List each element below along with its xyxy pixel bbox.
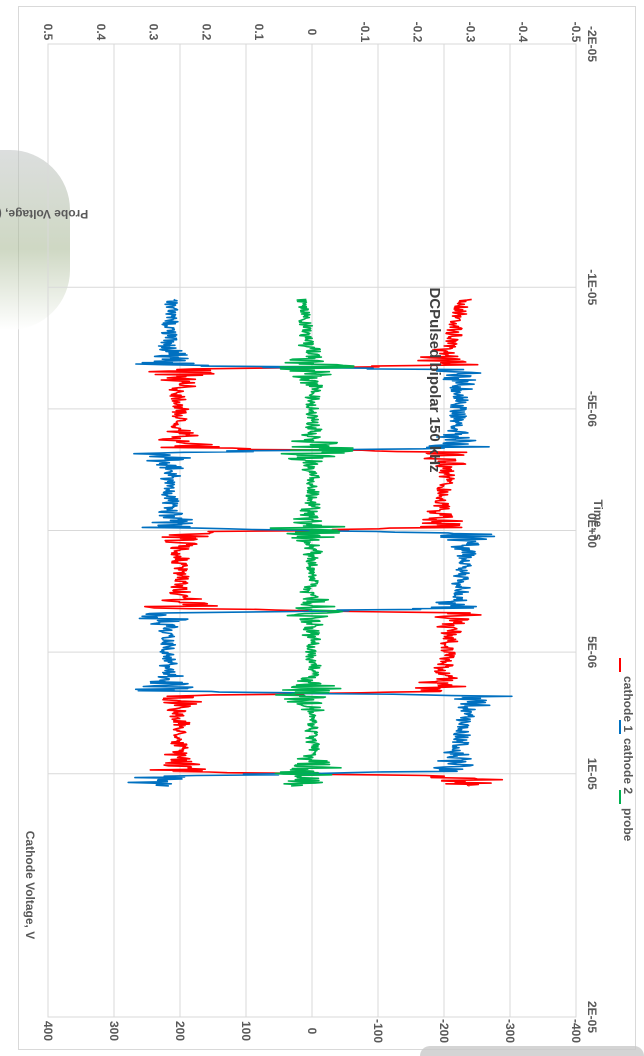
y2-tick-label: 0.4 [94, 24, 108, 41]
series-line-cathode-2 [127, 298, 513, 787]
x-tick-label: -1E-05 [585, 269, 599, 305]
legend-label: cathode 1 [621, 676, 635, 732]
y2-tick-label: 0 [305, 29, 319, 36]
background-decoration [0, 150, 70, 330]
x-tick-label: 0E+00 [585, 513, 599, 548]
y2-tick-label: -0.4 [516, 22, 530, 43]
y-tick-label: 0 [305, 1028, 319, 1035]
legend: cathode 1 cathode 2 probe [619, 658, 635, 842]
x-tick-label: 5E-06 [585, 636, 599, 668]
y2-tick-label: -0.5 [569, 22, 583, 43]
y-tick-label: 200 [173, 1021, 187, 1041]
y2-tick-label: 0.5 [41, 24, 55, 41]
y-tick-label: 100 [239, 1021, 253, 1041]
y-tick-label: -200 [437, 1019, 451, 1043]
y2-tick-label: 0.3 [147, 24, 161, 41]
series-lines [127, 298, 513, 787]
x-axis-label: Time, s [591, 499, 605, 540]
x-tick-labels: -2E-05 -1E-05 -5E-06 0E+00 5E-06 1E-05 2E-05 [585, 26, 599, 1033]
series-line-cathode-1 [144, 298, 504, 787]
y2-axis-label: Probe Voltage, (x100) V [0, 207, 88, 221]
x-tick-label: 1E-05 [585, 758, 599, 790]
y-axis-label: Cathode Voltage, V [23, 831, 37, 939]
y-tick-labels: 400 300 200 100 0 -100 -200 -300 -400 [41, 1019, 583, 1043]
x-tick-label: -5E-06 [585, 391, 599, 427]
x-tick-label: 2E-05 [585, 1001, 599, 1033]
y2-tick-labels: 0.5 0.4 0.3 0.2 0.1 0 -0.1 -0.2 -0.3 -0.4 -0.5 [41, 22, 583, 43]
y-tick-label: -100 [371, 1019, 385, 1043]
chart-title: DCPulsed bipolar 150 kHz [426, 287, 443, 472]
legend-label: cathode 2 [621, 738, 635, 794]
legend-label: probe [621, 808, 635, 842]
series-line-probe [269, 298, 355, 787]
y2-tick-label: 0.1 [252, 24, 266, 41]
y-tick-label: 300 [107, 1021, 121, 1041]
y-tick-label: 400 [41, 1021, 55, 1041]
background-decoration-bottom [420, 1046, 644, 1056]
y2-tick-label: -0.1 [358, 22, 372, 43]
y2-tick-label: -0.3 [463, 22, 477, 43]
plot-area [47, 43, 577, 1018]
x-tick-label: -2E-05 [585, 26, 599, 62]
y-tick-label: -300 [503, 1019, 517, 1043]
y2-tick-label: -0.2 [411, 22, 425, 43]
y-tick-label: -400 [569, 1019, 583, 1043]
y2-tick-label: 0.2 [199, 24, 213, 41]
